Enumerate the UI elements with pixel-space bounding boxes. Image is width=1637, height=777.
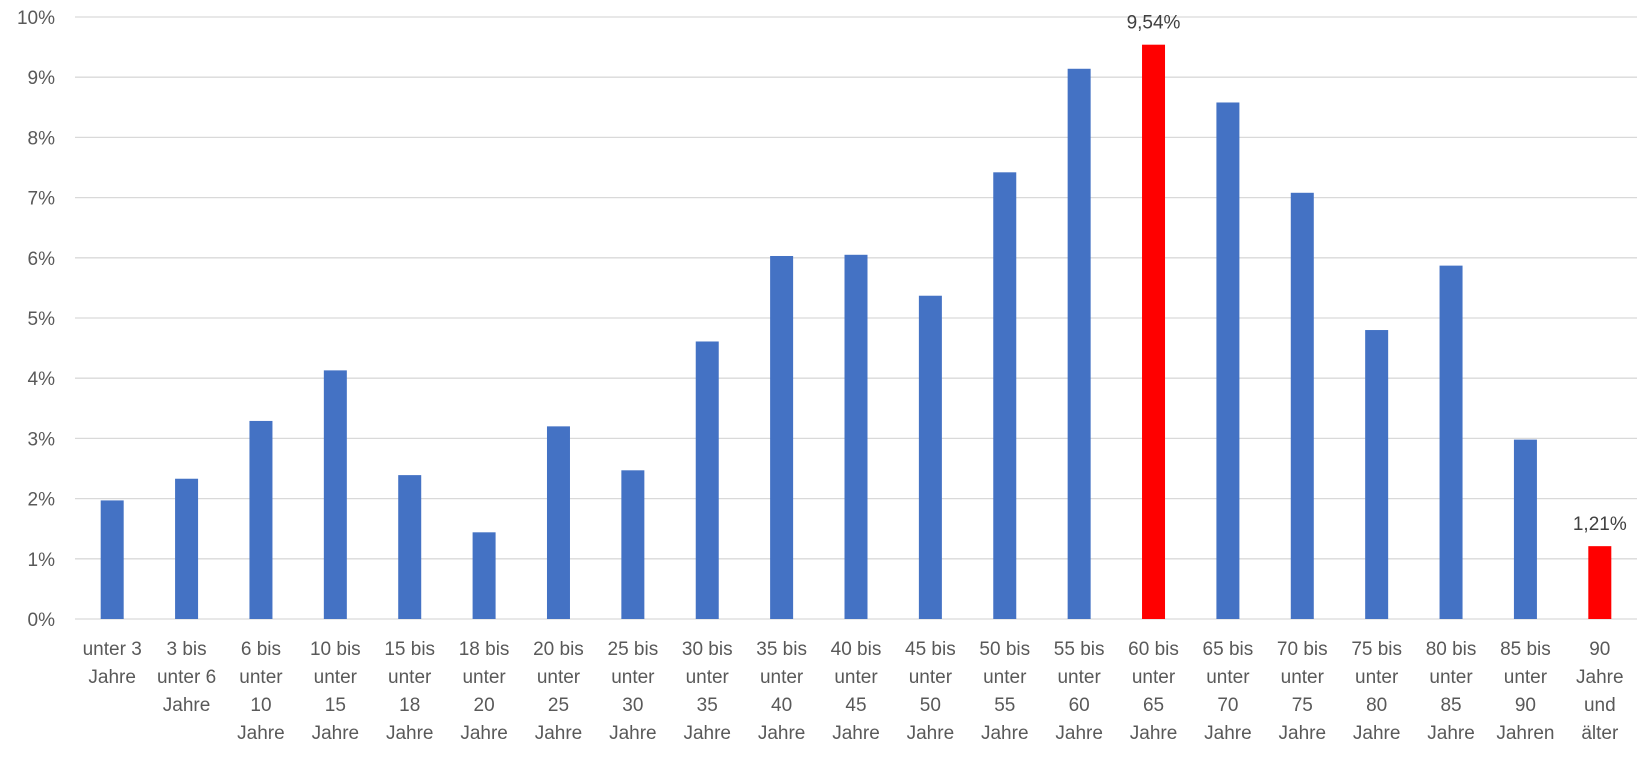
bar <box>1142 44 1166 619</box>
bar <box>1439 265 1463 619</box>
x-tick-label: 85 bis unter 90 Jahren <box>1496 639 1554 744</box>
bar <box>249 420 273 619</box>
x-tick-label: 10 bis unter 15 Jahre <box>310 639 361 744</box>
bar <box>1216 102 1240 619</box>
x-tick-label: 6 bis unter 10 Jahre <box>237 639 285 744</box>
x-tick-label: 50 bis unter 55 Jahre <box>979 639 1030 744</box>
bar <box>1067 68 1091 620</box>
bar <box>621 470 645 619</box>
y-tick-label: 2% <box>28 490 56 511</box>
x-tick-label: 30 bis unter 35 Jahre <box>682 639 733 744</box>
x-axis-tick-labels: unter 3 Jahre 3 bis unter 6 Jahre 6 bis unter 1… <box>83 639 1624 744</box>
x-tick-label: 35 bis unter 40 Jahre <box>756 639 807 744</box>
bar <box>844 254 868 620</box>
x-tick-label: 75 bis unter 80 Jahre <box>1351 639 1402 744</box>
bar <box>472 532 496 619</box>
x-tick-label: 15 bis unter 18 Jahre <box>384 639 435 744</box>
y-tick-label: 6% <box>28 249 56 270</box>
y-tick-label: 10% <box>17 8 55 29</box>
x-tick-label: 40 bis unter 45 Jahre <box>831 639 882 744</box>
x-tick-label: 3 bis unter 6 Jahre <box>157 639 216 716</box>
y-tick-label: 8% <box>28 128 56 149</box>
bar <box>1513 439 1537 619</box>
x-tick-label: 65 bis unter 70 Jahre <box>1203 639 1254 744</box>
y-tick-label: 0% <box>28 610 56 631</box>
bar <box>175 478 199 619</box>
y-axis-tick-labels: 0% 1% 2% 3% 4% 5% 6% 7% 8% 9% 10% <box>17 8 55 631</box>
x-tick-label: 90 Jahre und älter <box>1576 639 1624 744</box>
x-tick-label: 45 bis unter 50 Jahre <box>905 639 956 744</box>
x-tick-label: 70 bis unter 75 Jahre <box>1277 639 1328 744</box>
bar <box>1290 192 1314 619</box>
bars <box>100 44 1612 620</box>
bar <box>695 341 719 619</box>
x-tick-label: 20 bis unter 25 Jahre <box>533 639 584 744</box>
bar <box>100 500 124 619</box>
x-tick-label: 80 bis unter 85 Jahre <box>1426 639 1477 744</box>
y-tick-label: 7% <box>28 189 56 210</box>
y-tick-label: 5% <box>28 309 56 330</box>
x-tick-label: 60 bis unter 65 Jahre <box>1128 639 1179 744</box>
bar <box>770 255 794 619</box>
x-tick-label: 18 bis unter 20 Jahre <box>459 639 510 744</box>
y-tick-label: 3% <box>28 429 56 450</box>
data-label: 9,54% <box>1127 13 1181 34</box>
bar <box>323 370 347 619</box>
bar <box>1588 546 1612 619</box>
bar <box>546 426 570 619</box>
x-tick-label: 25 bis unter 30 Jahre <box>608 639 659 744</box>
x-tick-label: unter 3 Jahre <box>83 639 142 688</box>
bar <box>918 295 942 619</box>
y-tick-label: 9% <box>28 68 56 89</box>
bar <box>1365 330 1389 619</box>
bar <box>993 172 1017 620</box>
x-tick-label: 55 bis unter 60 Jahre <box>1054 639 1105 744</box>
data-label: 1,21% <box>1573 514 1627 535</box>
y-tick-label: 1% <box>28 550 56 571</box>
y-tick-label: 4% <box>28 369 56 390</box>
bar <box>398 475 422 619</box>
data-labels: 9,54% 1,21% <box>1127 13 1627 535</box>
